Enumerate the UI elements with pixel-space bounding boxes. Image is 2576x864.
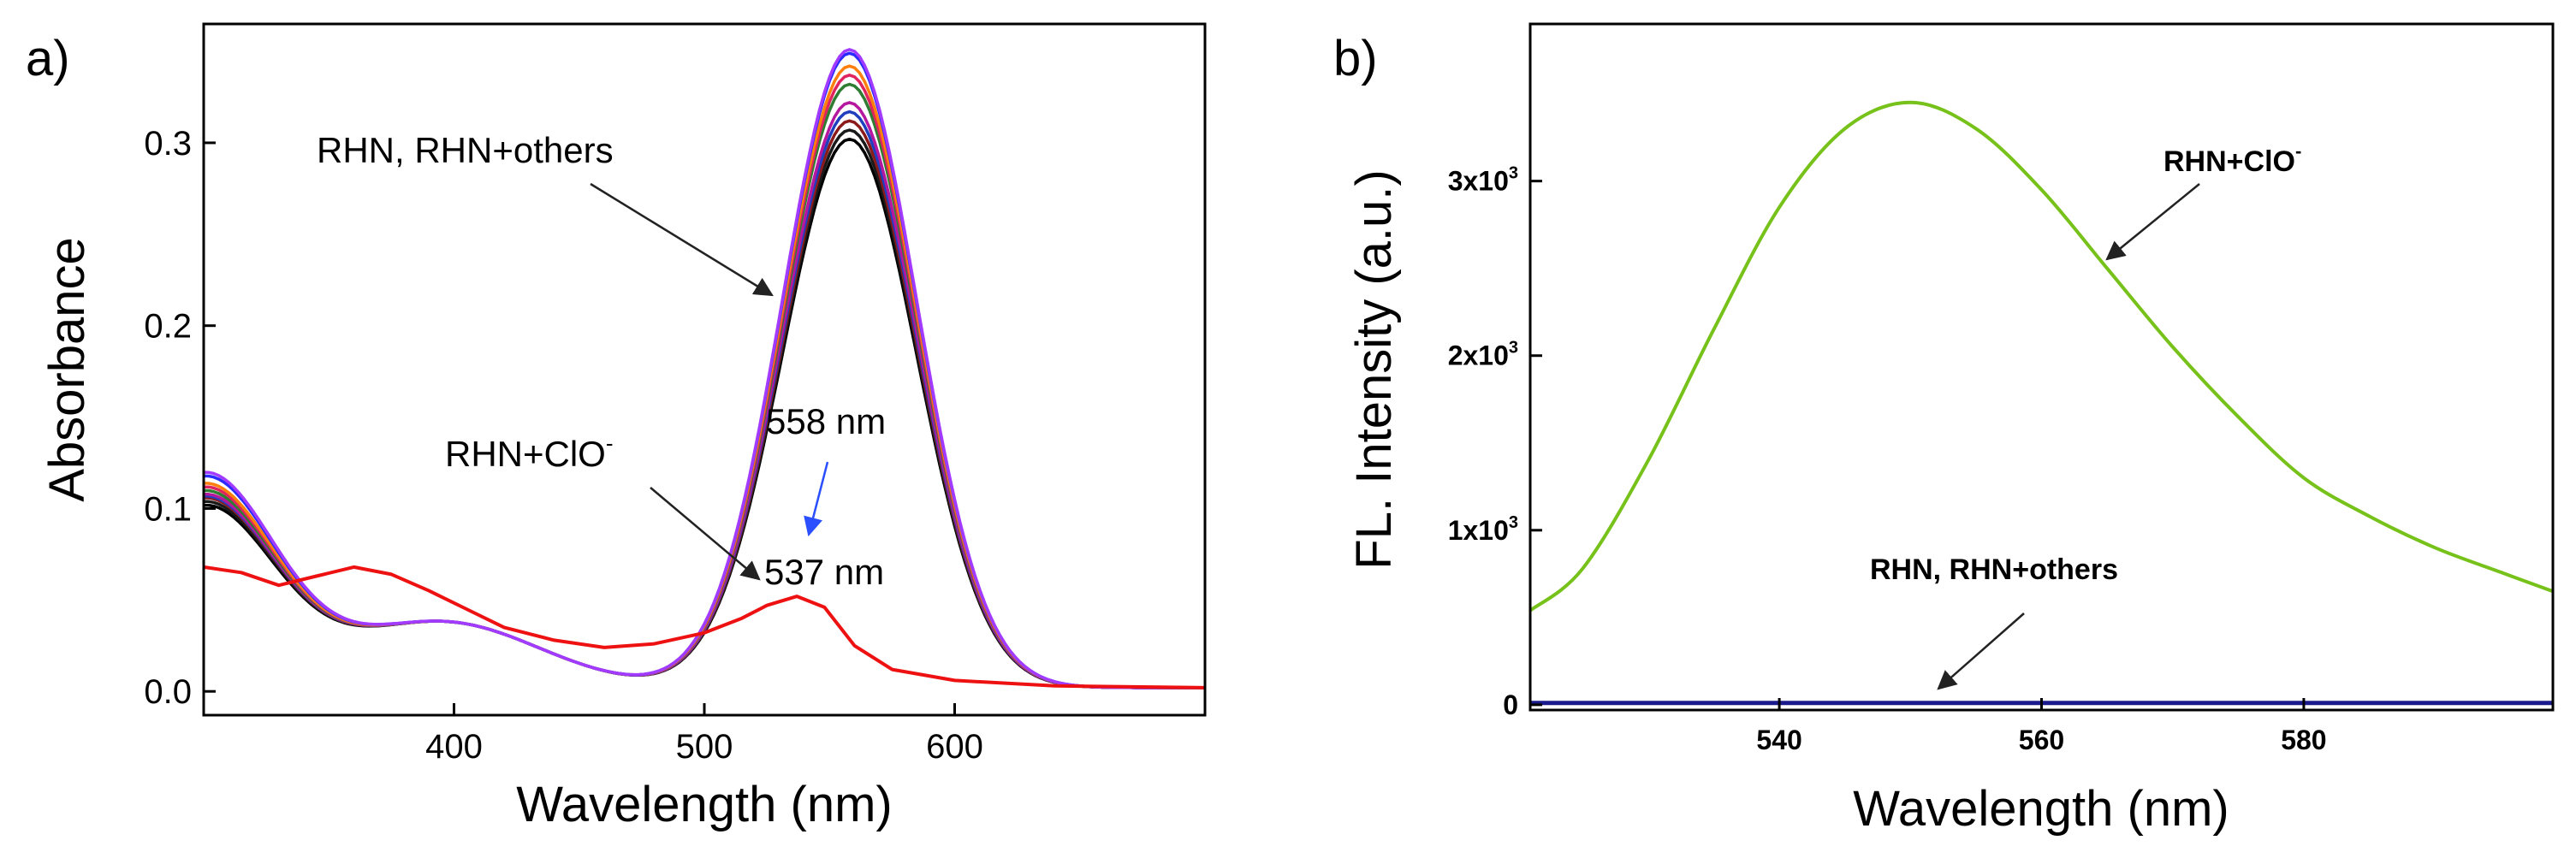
- annotation-rhn-others-arrow: [590, 182, 774, 297]
- panel-a-x-axis-title: Wavelength (nm): [516, 777, 892, 832]
- annotation-b-rhn-clo: RHN+ClO-: [2163, 140, 2301, 178]
- panel-b-label: b): [1333, 31, 1378, 86]
- annotation-rhn-others: RHN, RHN+others: [317, 130, 614, 170]
- panel-a-series-line: [204, 137, 1205, 689]
- panel-b-y-tick-label: 1x103: [1448, 513, 1518, 546]
- panel-a-y-tick-label: 0.0: [144, 673, 192, 711]
- panel-a-series-line: [204, 82, 1205, 689]
- panel-b-series-group: [1528, 100, 2554, 706]
- panel-a-x-tick-label: 600: [926, 728, 983, 766]
- panel-a-series-line: [204, 128, 1205, 689]
- panel-b-plot-frame: [1528, 22, 2555, 712]
- panel-a-y-tick-label: 0.3: [144, 125, 192, 163]
- panel-a-series-line: [203, 101, 1205, 689]
- panel-a-y-axis-title: Absorbance: [39, 237, 95, 502]
- annotation-558nm: 558 nm: [766, 401, 886, 441]
- panel-a-series-line: [204, 109, 1205, 689]
- annotation-537nm: 537 nm: [764, 552, 884, 592]
- panel-b-y-tick-label: 0: [1503, 689, 1518, 720]
- panel-a-series-line: [203, 565, 1206, 689]
- panel-a-series-line: [204, 119, 1205, 689]
- panel-a-label: a): [26, 31, 70, 86]
- panel-a-series-group: [203, 48, 1206, 689]
- panel-b-y-tick-label: 3x103: [1448, 164, 1518, 197]
- panel-b-x-ticks: 540 560 580: [1756, 698, 2327, 755]
- annotation-rhn-clo-arrow: [650, 487, 761, 581]
- panel-a-x-tick-label: 400: [425, 728, 483, 766]
- panel-a-y-tick-label: 0.1: [144, 490, 192, 528]
- panel-b-y-axis-title: FL. Intensity (a.u.): [1346, 169, 1402, 569]
- panel-a-series-line: [203, 48, 1205, 689]
- panel-a-x-ticks: 400 500 600: [425, 703, 983, 766]
- annotation-shift-arrow: [804, 461, 829, 537]
- chart-panel-a: a) 400 500 600 0.0 0.1 0.2 0.3 Wavelength (nm…: [26, 22, 1207, 832]
- panel-a-x-tick-label: 500: [676, 728, 733, 766]
- panel-b-x-tick-label: 580: [2281, 725, 2326, 755]
- panel-b-x-tick-label: 540: [1756, 725, 1801, 755]
- panel-b-x-tick-label: 560: [2019, 725, 2064, 755]
- annotation-b-rhn-others: RHN, RHN+others: [1870, 553, 2118, 586]
- panel-b-series-line: [1528, 100, 2554, 612]
- panel-a-plot-frame: [202, 22, 1207, 717]
- annotation-b-rhn-others-arrow: [1937, 612, 2025, 690]
- annotation-b-rhn-clo-arrow: [2105, 183, 2200, 261]
- panel-b-x-axis-title: Wavelength (nm): [1853, 781, 2229, 837]
- annotation-rhn-clo: RHN+ClO-: [445, 430, 614, 474]
- panel-b-y-tick-label: 2x103: [1448, 339, 1518, 371]
- panel-a-y-ticks: 0.0 0.1 0.2 0.3: [144, 125, 216, 711]
- panel-b-y-ticks: 0 1x103 2x103 3x103: [1448, 164, 1542, 720]
- chart-panel-b: b) 540 560 580 0 1x103 2x103 3x103 Wavelength…: [1333, 22, 2555, 837]
- panel-a-y-tick-label: 0.2: [144, 308, 192, 346]
